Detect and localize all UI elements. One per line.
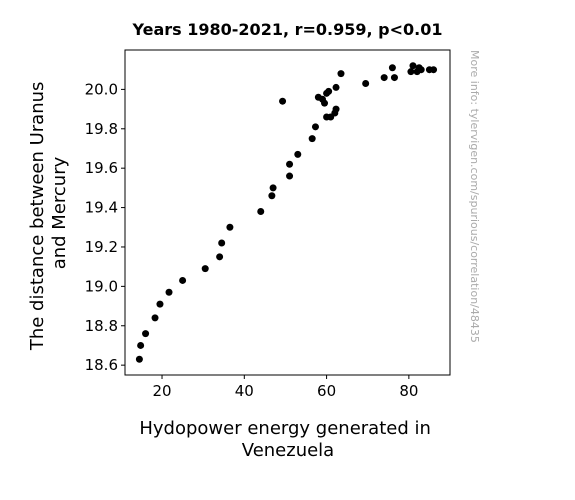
data-point (362, 79, 370, 87)
data-point (137, 341, 145, 349)
data-point (165, 288, 173, 296)
data-point (337, 70, 345, 78)
y-axis: 18.6 18.8 19.0 19.2 19.4 19.6 19.8 20.0 (85, 80, 125, 374)
x-tick-label: 80 (399, 382, 418, 400)
data-points (135, 62, 438, 363)
data-point (216, 253, 224, 261)
data-point (390, 74, 398, 82)
data-point (332, 105, 340, 113)
data-point (388, 64, 396, 72)
y-tick-label: 19.4 (85, 199, 118, 217)
data-point (135, 355, 143, 363)
data-point (417, 66, 425, 74)
watermark: More info: tylervigen.com/spurious/corre… (468, 50, 481, 343)
data-point (332, 83, 340, 91)
y-tick-label: 19.0 (85, 277, 118, 295)
data-point (294, 150, 302, 158)
data-point (279, 97, 287, 105)
y-tick-label: 18.8 (85, 317, 118, 335)
data-point (179, 276, 187, 284)
data-point (407, 68, 415, 76)
y-tick-label: 19.8 (85, 120, 118, 138)
x-tick-label: 20 (152, 382, 171, 400)
data-point (286, 160, 294, 168)
data-point (257, 208, 265, 216)
data-point (286, 172, 294, 180)
x-axis: 20 40 60 80 (152, 375, 418, 400)
data-point (218, 239, 226, 247)
data-point (430, 66, 438, 74)
data-point (321, 99, 329, 107)
x-tick-label: 60 (317, 382, 336, 400)
data-point (380, 74, 388, 82)
data-point (269, 184, 277, 192)
data-point (308, 135, 316, 143)
data-point (201, 265, 209, 273)
chart-title: Years 1980-2021, r=0.959, p<0.01 (132, 20, 443, 39)
data-point (311, 123, 319, 131)
y-axis-label: The distance between Uranus and Mercury (27, 76, 70, 351)
x-axis-label: Hydopower energy generated in Venezuela (139, 418, 436, 461)
data-point (151, 314, 159, 322)
y-tick-label: 18.6 (85, 356, 118, 374)
data-point (409, 62, 417, 70)
data-point (226, 223, 234, 231)
x-tick-label: 40 (235, 382, 254, 400)
y-tick-label: 19.2 (85, 238, 118, 256)
y-tick-label: 20.0 (85, 80, 118, 98)
data-point (325, 87, 333, 95)
data-point (268, 192, 276, 200)
plot-frame (124, 49, 451, 376)
data-point (142, 330, 150, 338)
y-tick-label: 19.6 (85, 159, 118, 177)
data-point (156, 300, 164, 308)
